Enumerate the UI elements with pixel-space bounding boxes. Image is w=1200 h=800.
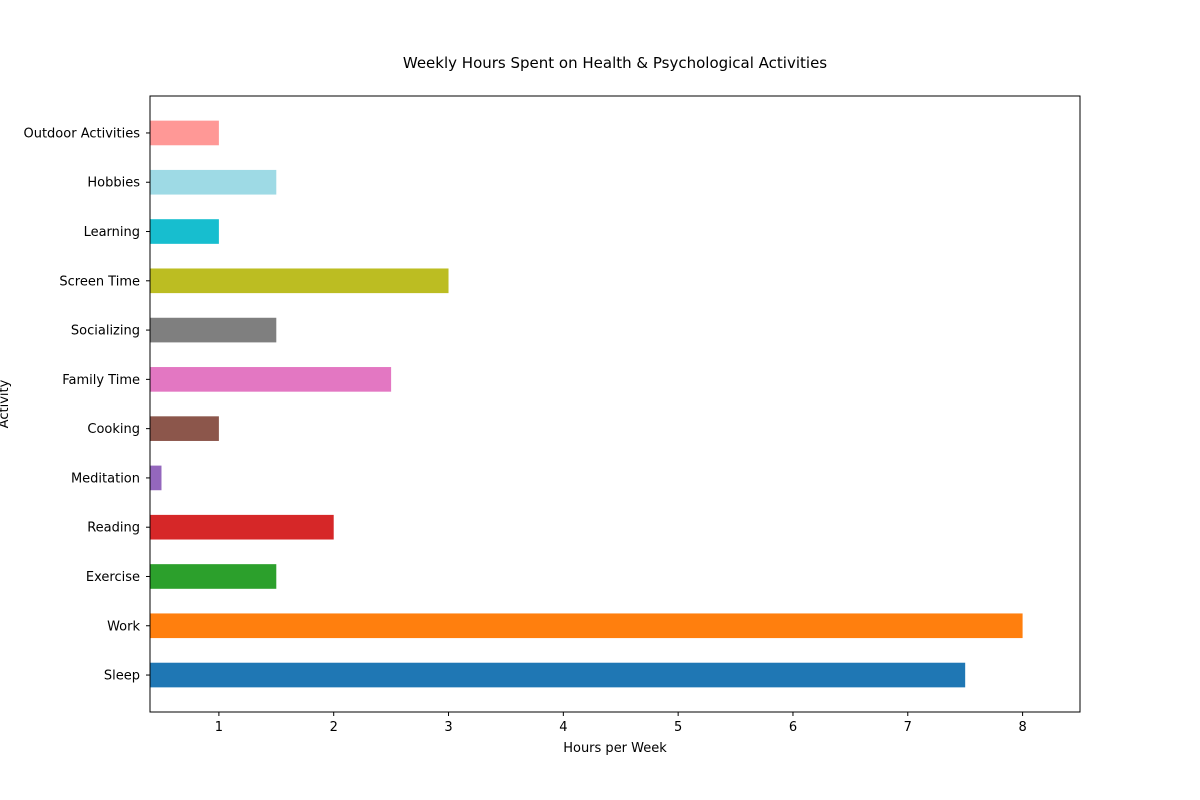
chart-title: Weekly Hours Spent on Health & Psycholog…	[403, 54, 827, 72]
y-tick-label: Reading	[87, 521, 140, 536]
y-tick-label: Sleep	[104, 669, 140, 684]
x-tick-label: 5	[674, 720, 682, 735]
bar-learning	[150, 219, 219, 244]
bar-cooking	[150, 416, 219, 441]
bar-exercise	[150, 564, 277, 589]
y-tick-label: Hobbies	[87, 176, 140, 191]
y-tick-label: Meditation	[71, 471, 140, 486]
y-tick-label: Cooking	[87, 422, 140, 437]
bar-screen-time	[150, 268, 449, 294]
bar-socializing	[150, 317, 277, 343]
x-tick-label: 3	[444, 720, 452, 735]
x-tick-label: 4	[559, 720, 567, 735]
y-axis-label: Activity	[0, 379, 12, 428]
bar-sleep	[150, 662, 966, 688]
bar-outdoor-activities	[150, 120, 219, 146]
plot-frame	[149, 95, 1081, 713]
y-tick-label: Socializing	[71, 324, 140, 339]
bar-work	[150, 613, 1023, 639]
y-tick-label: Outdoor Activities	[23, 126, 140, 141]
x-tick-label: 7	[904, 720, 912, 735]
x-axis-label: Hours per Week	[563, 741, 667, 756]
y-tick-label: Learning	[84, 225, 140, 240]
x-tick-label: 6	[789, 720, 797, 735]
y-tick-label: Work	[107, 619, 140, 634]
y-tick-label: Screen Time	[59, 274, 140, 289]
bar-hobbies	[150, 169, 277, 195]
x-tick-label: 1	[215, 720, 223, 735]
bar-family-time	[150, 367, 392, 392]
bar-meditation	[150, 465, 162, 491]
x-axis-ticks: 1 2 3 4 5 6 7 8	[215, 712, 1027, 735]
y-tick-label: Exercise	[86, 570, 140, 585]
y-tick-label: Family Time	[62, 373, 140, 388]
y-axis-ticks: Sleep Work Exercise Reading Meditation Cookin…	[23, 126, 150, 684]
x-tick-label: 8	[1018, 720, 1026, 735]
bar-reading	[150, 514, 334, 540]
bars-group	[150, 120, 1023, 688]
x-tick-label: 2	[330, 720, 338, 735]
